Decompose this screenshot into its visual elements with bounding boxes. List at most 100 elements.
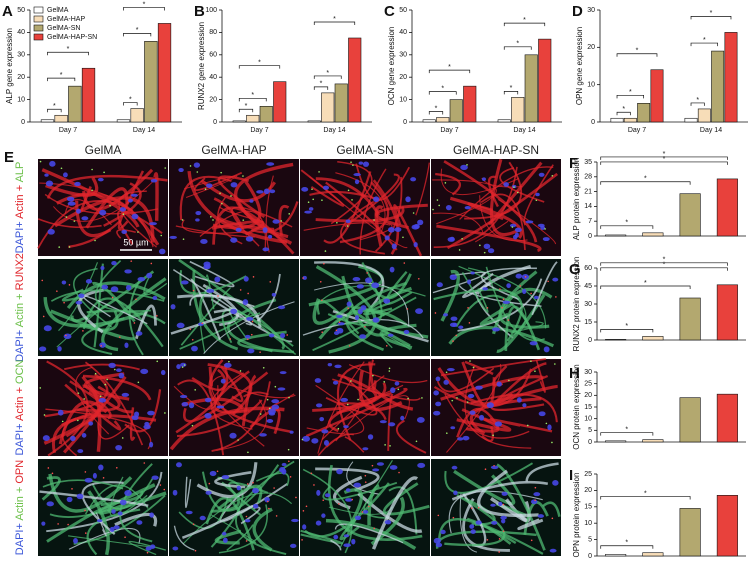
speck (397, 388, 400, 391)
speck (545, 422, 548, 425)
nucleus (336, 327, 344, 334)
nucleus (529, 341, 538, 346)
nucleus (440, 529, 446, 535)
nucleus (549, 548, 557, 553)
fiber (323, 171, 372, 244)
fiber (82, 168, 154, 211)
speck (118, 336, 121, 339)
significance-bracket (428, 91, 457, 95)
speck (302, 510, 305, 512)
speck (348, 344, 351, 347)
fiber (172, 268, 253, 326)
speck (555, 296, 557, 298)
speck (212, 219, 214, 221)
nucleus (336, 314, 343, 318)
x-tick-label: Day 7 (250, 127, 268, 134)
speck (60, 167, 63, 170)
bar (54, 114, 68, 123)
nucleus (449, 274, 457, 281)
nucleus (245, 236, 254, 242)
column-header: GelMA-HAP-SN (453, 143, 539, 157)
speck (323, 262, 325, 265)
significance-label: * (629, 89, 632, 96)
fiber (440, 358, 546, 377)
speck (530, 292, 532, 295)
speck (398, 471, 400, 474)
nucleus (247, 348, 255, 354)
speck (250, 333, 253, 336)
nucleus (458, 325, 464, 330)
nucleus (279, 371, 287, 375)
y-tick-label: 30 (584, 369, 592, 376)
y-tick-label: 45 (584, 283, 592, 290)
speck (182, 238, 185, 240)
fiber (50, 309, 136, 341)
row-label-part: ALP (14, 162, 26, 185)
row-label: DAPI+ Actin + OCN (14, 359, 26, 455)
speck (181, 366, 184, 368)
nucleus (45, 180, 54, 187)
speck (432, 208, 434, 211)
nucleus (547, 424, 552, 431)
fiber (525, 462, 559, 482)
y-tick-label: 14 (584, 203, 592, 210)
speck (67, 523, 69, 526)
y-tick-label: 40 (209, 74, 217, 81)
nucleus (311, 438, 319, 444)
nucleus (176, 364, 181, 370)
nucleus (333, 534, 339, 540)
nucleus (151, 475, 159, 480)
row-label-part: DAPI+ (14, 423, 26, 455)
nucleus (494, 421, 503, 427)
speck (407, 397, 409, 400)
nucleus (460, 164, 468, 170)
nucleus (98, 464, 104, 471)
nucleus (498, 501, 503, 506)
bar (684, 117, 698, 123)
fiber (189, 294, 255, 308)
y-tick-label: 7 (588, 218, 592, 225)
speck (121, 437, 124, 439)
significance-label: * (644, 176, 647, 183)
fiber (249, 408, 281, 435)
bar (642, 552, 664, 557)
nucleus (373, 196, 380, 203)
speck (229, 338, 232, 340)
fiber (312, 296, 417, 352)
speck (137, 231, 139, 233)
x-tick-label: Day 7 (440, 127, 458, 134)
fiber (39, 490, 149, 507)
nucleus (185, 510, 193, 515)
significance-bracket (616, 94, 645, 99)
bar (144, 41, 158, 123)
fiber (181, 219, 246, 234)
significance-label: * (53, 103, 56, 110)
nucleus (206, 288, 215, 293)
significance-bracket (313, 21, 356, 25)
fiber (216, 399, 267, 451)
fiber (135, 304, 157, 340)
fiber (358, 370, 403, 412)
significance-label: * (625, 323, 628, 330)
fiber (368, 361, 377, 390)
nucleus (372, 317, 380, 323)
nucleus (388, 422, 396, 427)
speck (493, 464, 495, 467)
nucleus (268, 412, 276, 416)
speck (373, 219, 375, 221)
nucleus (537, 514, 545, 518)
speck (547, 280, 549, 283)
speck (524, 276, 527, 278)
fiber (250, 201, 299, 234)
nucleus (92, 472, 97, 479)
fiber (470, 393, 558, 423)
speck (275, 515, 278, 517)
bar (246, 114, 260, 123)
fiber (235, 460, 295, 555)
fiber (169, 406, 285, 451)
nucleus (111, 509, 116, 514)
nucleus (268, 333, 275, 338)
fiber (302, 468, 353, 554)
speck (47, 467, 50, 469)
speck (335, 329, 338, 332)
